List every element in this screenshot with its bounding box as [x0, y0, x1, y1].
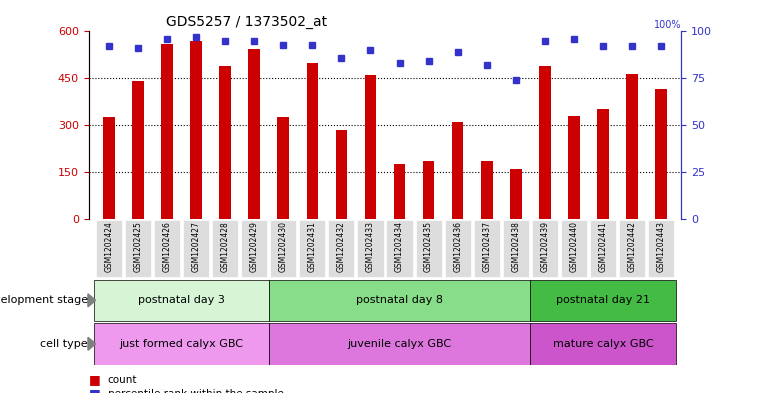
- FancyBboxPatch shape: [444, 220, 470, 277]
- Polygon shape: [88, 294, 95, 307]
- FancyBboxPatch shape: [532, 220, 558, 277]
- Text: GSM1202430: GSM1202430: [279, 221, 288, 272]
- Text: GSM1202441: GSM1202441: [598, 221, 608, 272]
- FancyBboxPatch shape: [590, 220, 616, 277]
- Bar: [510, 169, 521, 219]
- FancyBboxPatch shape: [387, 220, 413, 277]
- Bar: [219, 66, 231, 219]
- Text: postnatal day 8: postnatal day 8: [356, 296, 443, 305]
- Text: GSM1202427: GSM1202427: [192, 221, 201, 272]
- FancyBboxPatch shape: [561, 220, 587, 277]
- Bar: [539, 66, 551, 219]
- Text: GSM1202443: GSM1202443: [657, 221, 665, 272]
- Bar: [568, 116, 580, 219]
- FancyBboxPatch shape: [212, 220, 238, 277]
- FancyBboxPatch shape: [300, 220, 326, 277]
- FancyBboxPatch shape: [241, 220, 267, 277]
- Text: GSM1202442: GSM1202442: [628, 221, 637, 272]
- Bar: [626, 73, 638, 219]
- Text: GSM1202433: GSM1202433: [366, 221, 375, 272]
- FancyBboxPatch shape: [328, 220, 354, 277]
- Text: GSM1202437: GSM1202437: [482, 221, 491, 272]
- Bar: [336, 130, 347, 219]
- Bar: [531, 323, 675, 365]
- FancyBboxPatch shape: [648, 220, 675, 277]
- Bar: [277, 117, 289, 219]
- Text: ■: ■: [89, 373, 100, 386]
- Text: development stage: development stage: [0, 296, 88, 305]
- Text: GSM1202428: GSM1202428: [221, 221, 229, 272]
- Bar: [249, 49, 260, 219]
- Bar: [269, 279, 531, 321]
- Text: GSM1202429: GSM1202429: [249, 221, 259, 272]
- Text: 100%: 100%: [654, 20, 681, 29]
- FancyBboxPatch shape: [270, 220, 296, 277]
- Bar: [95, 323, 269, 365]
- FancyBboxPatch shape: [416, 220, 442, 277]
- Bar: [531, 279, 675, 321]
- Text: just formed calyx GBC: just formed calyx GBC: [119, 339, 243, 349]
- Text: GSM1202440: GSM1202440: [569, 221, 578, 272]
- FancyBboxPatch shape: [619, 220, 645, 277]
- Bar: [306, 62, 318, 219]
- FancyBboxPatch shape: [154, 220, 180, 277]
- Text: GSM1202438: GSM1202438: [511, 221, 521, 272]
- Text: GSM1202425: GSM1202425: [133, 221, 142, 272]
- Polygon shape: [88, 337, 95, 350]
- Bar: [393, 164, 405, 219]
- Bar: [103, 117, 115, 219]
- Text: percentile rank within the sample: percentile rank within the sample: [108, 389, 283, 393]
- Bar: [598, 109, 609, 219]
- FancyBboxPatch shape: [183, 220, 209, 277]
- Bar: [365, 75, 377, 219]
- Bar: [190, 41, 202, 219]
- Text: GSM1202424: GSM1202424: [105, 221, 113, 272]
- Text: ■: ■: [89, 387, 100, 393]
- Text: juvenile calyx GBC: juvenile calyx GBC: [347, 339, 451, 349]
- Text: postnatal day 3: postnatal day 3: [138, 296, 225, 305]
- Bar: [481, 161, 493, 219]
- Bar: [655, 89, 667, 219]
- Bar: [95, 279, 269, 321]
- FancyBboxPatch shape: [474, 220, 500, 277]
- FancyBboxPatch shape: [357, 220, 383, 277]
- Bar: [423, 161, 434, 219]
- Text: GSM1202431: GSM1202431: [308, 221, 316, 272]
- Text: GSM1202436: GSM1202436: [454, 221, 462, 272]
- Text: cell type: cell type: [40, 339, 88, 349]
- Text: GSM1202426: GSM1202426: [162, 221, 172, 272]
- Text: count: count: [108, 375, 137, 385]
- Bar: [132, 81, 144, 219]
- Bar: [452, 122, 464, 219]
- FancyBboxPatch shape: [125, 220, 151, 277]
- Text: GDS5257 / 1373502_at: GDS5257 / 1373502_at: [166, 15, 326, 29]
- Bar: [269, 323, 531, 365]
- Text: GSM1202432: GSM1202432: [337, 221, 346, 272]
- Text: postnatal day 21: postnatal day 21: [556, 296, 650, 305]
- FancyBboxPatch shape: [95, 220, 122, 277]
- Text: GSM1202435: GSM1202435: [424, 221, 433, 272]
- Text: GSM1202434: GSM1202434: [395, 221, 404, 272]
- FancyBboxPatch shape: [503, 220, 529, 277]
- Text: mature calyx GBC: mature calyx GBC: [553, 339, 653, 349]
- Bar: [161, 44, 172, 219]
- Text: GSM1202439: GSM1202439: [541, 221, 549, 272]
